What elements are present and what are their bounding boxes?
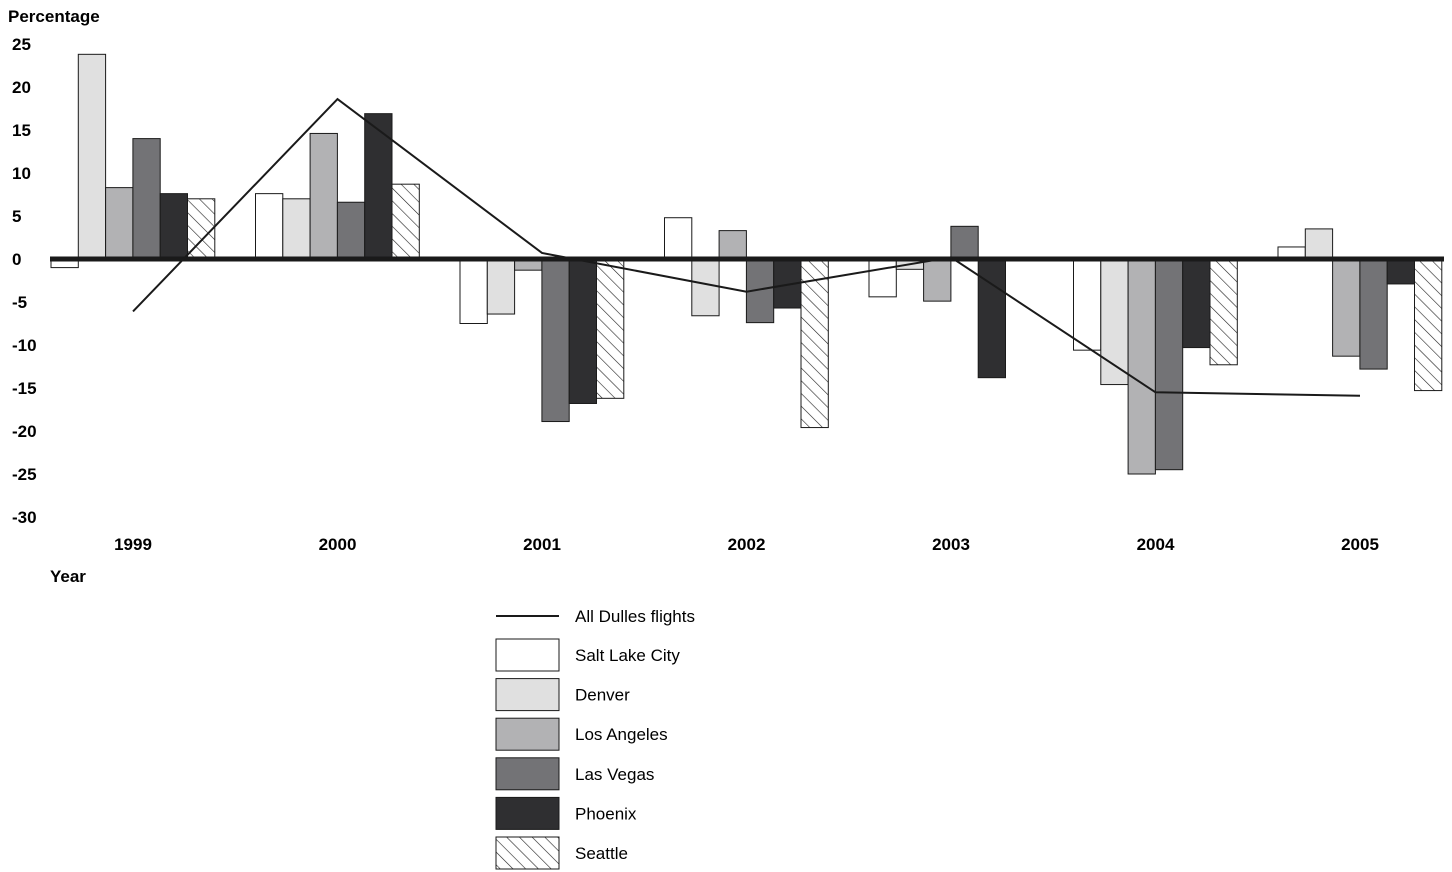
bar-denver-2002 — [691, 258, 720, 317]
y-tick-label: -20 — [12, 422, 37, 441]
bar-denver-2005 — [1304, 228, 1334, 260]
legend: All Dulles flights Salt Lake City Denver Lo… — [495, 607, 695, 870]
x-tick-label: 1999 — [114, 535, 152, 554]
y-tick-label: 5 — [12, 207, 21, 226]
legend-item-phoenix: Phoenix — [495, 796, 637, 830]
bar-phoenix-2001 — [568, 258, 598, 404]
bar-salt-lake-city-2002 — [664, 217, 693, 260]
legend-swatch — [495, 796, 560, 830]
bar-denver-1999 — [77, 53, 107, 260]
x-tick-label: 2004 — [1137, 535, 1175, 554]
x-axis-label: Year — [50, 567, 86, 586]
legend-swatch — [495, 757, 560, 791]
bar-las-vegas-2000 — [336, 201, 366, 260]
bar-seattle-2000 — [391, 183, 420, 260]
legend-label: All Dulles flights — [575, 607, 695, 626]
legend-item-los-angeles: Los Angeles — [495, 717, 668, 751]
bar-salt-lake-city-2004 — [1073, 258, 1102, 351]
legend-label: Phoenix — [575, 804, 637, 823]
y-tick-label: 15 — [12, 121, 31, 140]
y-tick-label: 25 — [12, 35, 31, 54]
bar-denver-2001 — [486, 258, 516, 315]
bar-los-angeles-2003 — [923, 258, 952, 302]
x-tick-label: 2000 — [319, 535, 357, 554]
x-tick-label: 2005 — [1341, 535, 1379, 554]
x-tick-label: 2001 — [523, 535, 561, 554]
bar-las-vegas-2005 — [1359, 258, 1388, 370]
bar-denver-2000 — [282, 198, 311, 260]
legend-item-salt-lake-city: Salt Lake City — [495, 638, 680, 672]
bar-los-angeles-2000 — [309, 132, 338, 260]
y-tick-label: -30 — [12, 508, 37, 527]
y-tick-label: 0 — [12, 250, 21, 269]
bar-seattle-2002 — [800, 258, 829, 429]
bar-phoenix-2005 — [1386, 258, 1415, 285]
bar-los-angeles-1999 — [105, 187, 134, 260]
x-tick-labels: 1999 2000 2001 2002 2003 2004 2005 — [114, 535, 1379, 554]
bar-salt-lake-city-2001 — [459, 258, 488, 324]
bar-los-angeles-2004 — [1127, 258, 1156, 475]
y-tick-label: -15 — [12, 379, 37, 398]
legend-item-seattle: Seattle — [495, 836, 628, 870]
bar-las-vegas-1999 — [132, 138, 161, 260]
y-tick-label: 10 — [12, 164, 31, 183]
bar-las-vegas-2001 — [541, 258, 570, 423]
bar-los-angeles-2005 — [1332, 258, 1361, 357]
x-tick-label: 2002 — [728, 535, 766, 554]
y-tick-label: -5 — [12, 293, 27, 312]
y-tick-labels: 25 20 15 10 5 0 -5 -10 -15 -20 -25 -30 — [12, 35, 37, 527]
bar-phoenix-2000 — [364, 113, 393, 260]
legend-item-all-dulles-flights: All Dulles flights — [496, 607, 695, 626]
bar-los-angeles-2002 — [718, 230, 747, 260]
bars — [50, 53, 1443, 475]
legend-label: Los Angeles — [575, 725, 668, 744]
bar-seattle-2004 — [1209, 258, 1238, 366]
y-tick-label: -10 — [12, 336, 37, 355]
legend-label: Denver — [575, 686, 630, 705]
legend-label: Las Vegas — [575, 765, 654, 784]
bar-las-vegas-2004 — [1154, 258, 1184, 471]
legend-item-denver: Denver — [495, 678, 630, 712]
legend-label: Salt Lake City — [575, 646, 680, 665]
bar-seattle-2005 — [1414, 258, 1443, 392]
legend-item-las-vegas: Las Vegas — [495, 757, 654, 791]
legend-label: Seattle — [575, 844, 628, 863]
bar-seattle-2001 — [596, 258, 625, 399]
bar-phoenix-2004 — [1182, 258, 1211, 349]
y-tick-label: 20 — [12, 78, 31, 97]
x-tick-label: 2003 — [932, 535, 970, 554]
legend-swatch — [495, 678, 560, 712]
bar-phoenix-1999 — [159, 193, 188, 260]
y-tick-label: -25 — [12, 465, 37, 484]
all-dulles-flights-line — [132, 97, 1361, 397]
y-axis-label: Percentage — [8, 7, 100, 26]
legend-swatch — [495, 638, 560, 672]
bar-salt-lake-city-2003 — [868, 258, 897, 298]
bar-salt-lake-city-2000 — [255, 193, 284, 260]
legend-swatch — [495, 717, 560, 751]
bar-las-vegas-2003 — [950, 225, 979, 260]
legend-swatch — [495, 836, 560, 870]
